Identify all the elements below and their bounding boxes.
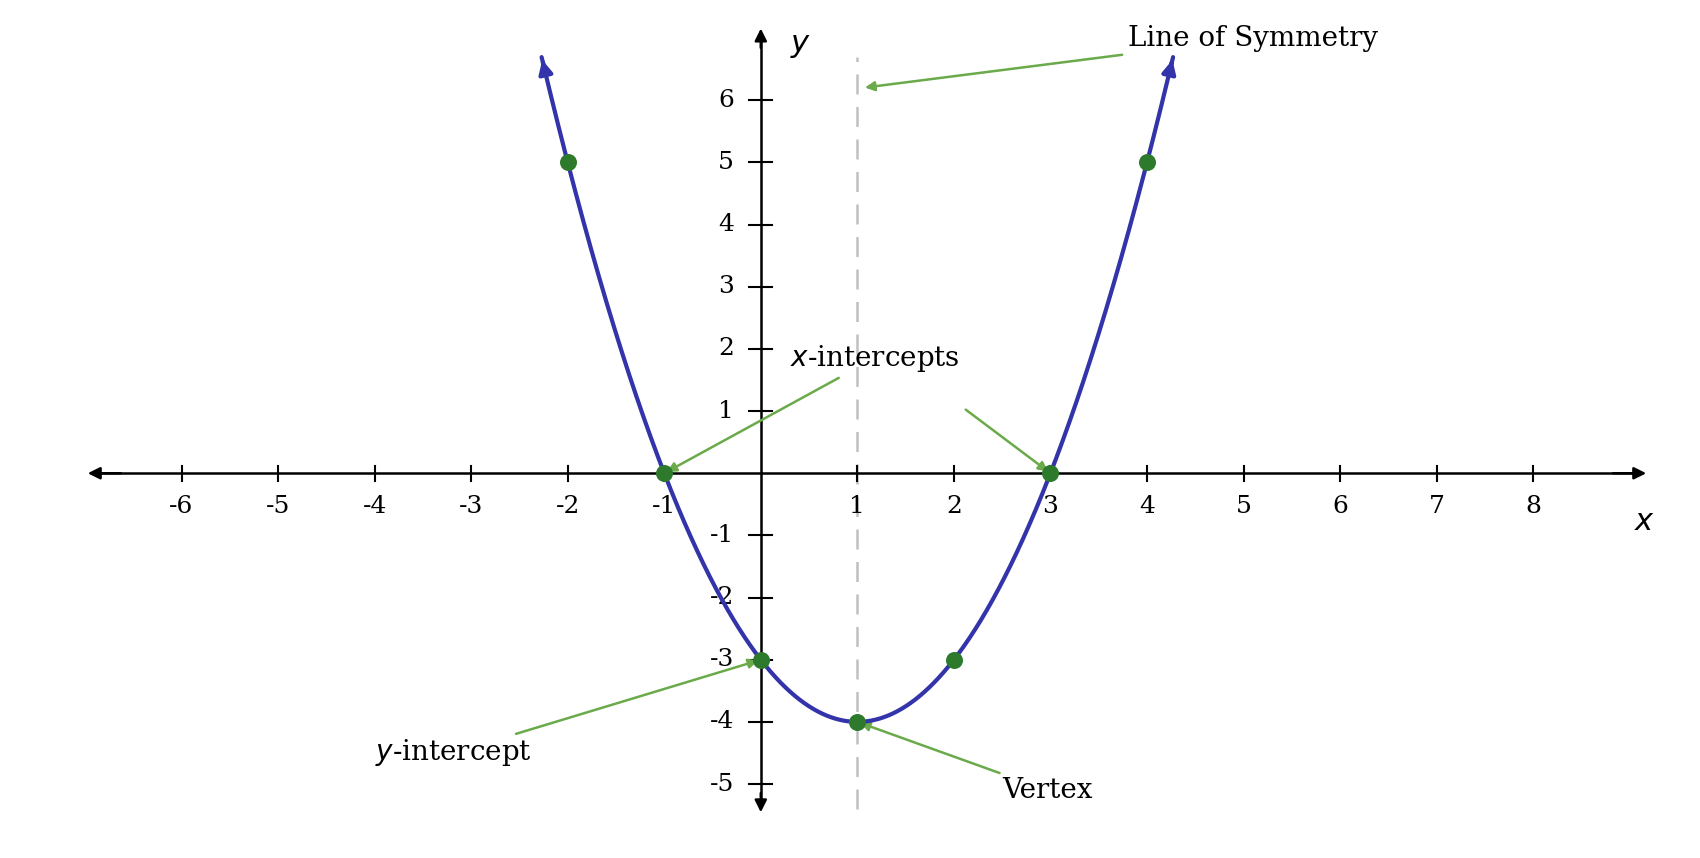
Text: 5: 5 [1236,495,1251,518]
Text: -5: -5 [265,495,291,518]
Text: -6: -6 [170,495,194,518]
Text: -3: -3 [709,648,734,671]
Text: Line of Symmetry: Line of Symmetry [867,25,1377,90]
Text: $y$-intercept: $y$-intercept [374,660,755,769]
Text: 8: 8 [1525,495,1542,518]
Point [651,467,678,480]
Text: -3: -3 [459,495,483,518]
Text: $y$: $y$ [790,29,811,60]
Text: $x$-intercepts: $x$-intercepts [670,342,959,470]
Text: 2: 2 [717,337,734,360]
Point [748,653,775,667]
Text: Vertex: Vertex [862,722,1093,804]
Point [1134,155,1161,169]
Text: 1: 1 [850,495,865,518]
Text: -4: -4 [362,495,388,518]
Text: 6: 6 [1333,495,1348,518]
Text: -2: -2 [556,495,580,518]
Text: 6: 6 [717,89,734,112]
Text: 4: 4 [717,213,734,236]
Text: -5: -5 [709,772,734,795]
Text: 4: 4 [1139,495,1154,518]
Text: -4: -4 [709,710,734,734]
Point [554,155,581,169]
Point [940,653,967,667]
Text: -1: -1 [709,524,734,547]
Text: 3: 3 [717,275,734,299]
Text: -2: -2 [709,586,734,609]
Text: 1: 1 [717,400,734,423]
Point [843,715,870,728]
Point [1037,467,1064,480]
Text: $x$: $x$ [1634,505,1654,536]
Text: 3: 3 [1042,495,1059,518]
Text: 7: 7 [1428,495,1445,518]
Text: 2: 2 [945,495,962,518]
Text: 5: 5 [717,151,734,174]
Text: -1: -1 [653,495,677,518]
